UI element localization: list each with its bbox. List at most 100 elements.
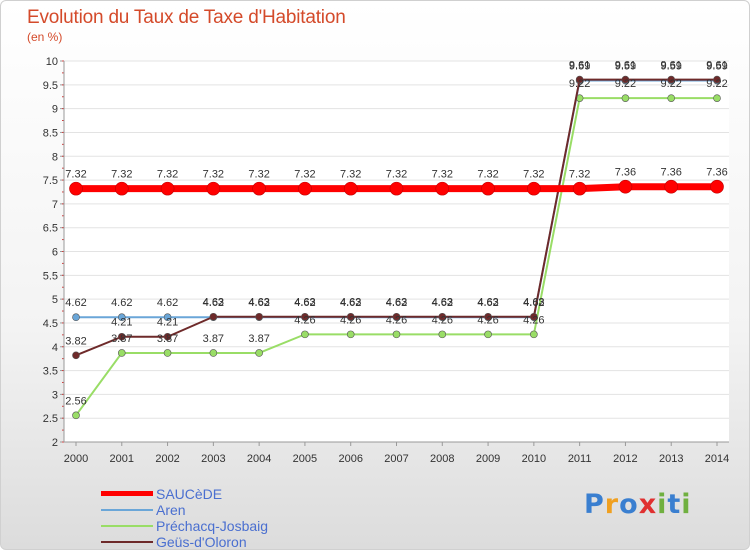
y-tick-label: 3.5	[43, 366, 58, 378]
data-label-aren: 9.59	[569, 61, 590, 73]
data-point-prechacq-josbaig	[667, 94, 676, 102]
y-tick-label: 2	[52, 437, 58, 449]
y-tick-label: 4.5	[43, 318, 58, 330]
x-tick-label: 2000	[64, 453, 88, 465]
x-tick-label: 2008	[430, 453, 454, 465]
data-label-geus-d-oloron: 9.61	[661, 60, 682, 72]
logo-letter: r	[604, 489, 620, 520]
data-label-saucede: 7.32	[386, 169, 407, 181]
data-label-geus-d-oloron: 4.63	[203, 297, 224, 309]
data-point-prechacq-josbaig	[163, 349, 172, 357]
y-tick-label: 3	[52, 389, 58, 401]
data-label-prechacq-josbaig: 3.87	[157, 333, 178, 345]
data-point-prechacq-josbaig	[484, 330, 492, 339]
legend-label-geus-doloron: Geüs-d'Oloron	[156, 534, 247, 550]
y-tick-label: 5	[52, 294, 58, 306]
data-point-geus-d-oloron	[438, 312, 447, 321]
legend-swatch-saucede	[101, 491, 153, 496]
data-label-geus-d-oloron: 9.61	[615, 60, 636, 72]
data-point-saucede	[343, 181, 358, 196]
data-label-geus-d-oloron: 9.61	[706, 60, 727, 72]
data-point-saucede	[69, 181, 83, 196]
data-label-aren: 4.62	[65, 297, 86, 309]
logo-letter: x	[638, 489, 658, 520]
data-label-prechacq-josbaig: 3.87	[248, 333, 269, 345]
data-point-prechacq-josbaig	[72, 411, 80, 420]
data-label-prechacq-josbaig: 3.87	[111, 333, 132, 345]
logo-letter: i	[657, 489, 668, 520]
data-label-aren: 9.59	[615, 61, 636, 73]
x-tick-label: 2009	[476, 453, 500, 465]
data-label-saucede: 7.32	[248, 169, 269, 181]
data-point-saucede	[252, 181, 266, 196]
data-label-prechacq-josbaig: 4.26	[432, 314, 453, 326]
data-label-prechacq-josbaig: 4.26	[340, 314, 361, 326]
data-point-prechacq-josbaig	[301, 330, 309, 339]
x-tick-label: 2004	[247, 453, 271, 465]
data-point-prechacq-josbaig	[713, 94, 721, 102]
x-tick-label: 2003	[201, 453, 225, 465]
data-point-aren	[72, 313, 80, 322]
data-label-saucede: 7.32	[203, 169, 224, 181]
data-point-prechacq-josbaig	[209, 349, 218, 357]
data-point-geus-d-oloron	[255, 312, 263, 321]
data-label-prechacq-josbaig: 9.22	[661, 78, 682, 90]
y-tick-label: 7.5	[43, 175, 58, 187]
x-tick-label: 2014	[705, 453, 729, 465]
data-label-aren: 4.62	[523, 297, 544, 309]
data-label-geus-d-oloron: 3.82	[65, 335, 86, 347]
data-point-saucede	[664, 179, 679, 194]
data-label-geus-d-oloron: 4.63	[248, 297, 269, 309]
y-tick-label: 9	[52, 104, 58, 116]
data-label-aren: 4.62	[203, 297, 224, 309]
data-label-saucede: 7.32	[65, 169, 86, 181]
data-point-geus-d-oloron	[346, 312, 355, 321]
logo-letter: t	[667, 489, 682, 520]
data-point-geus-d-oloron	[575, 75, 584, 84]
data-point-geus-d-oloron	[530, 312, 538, 321]
data-label-geus-d-oloron: 4.63	[386, 297, 407, 309]
logo-letter: P	[584, 489, 605, 520]
y-tick-label: 7	[52, 199, 58, 211]
y-tick-label: 8.5	[43, 127, 58, 139]
data-point-geus-d-oloron	[621, 75, 630, 84]
logo-letter: o	[619, 489, 639, 520]
data-label-aren: 4.62	[340, 297, 361, 309]
data-point-saucede	[298, 181, 312, 196]
legend-label-saucede: SAUCèDE	[156, 486, 223, 502]
x-tick-label: 2013	[659, 453, 683, 465]
proxiti-logo: Proxiti	[584, 489, 692, 520]
data-point-geus-d-oloron	[392, 312, 401, 321]
data-point-saucede	[389, 181, 404, 196]
x-tick-label: 2002	[155, 453, 179, 465]
data-label-prechacq-josbaig: 4.26	[477, 314, 498, 326]
data-point-geus-d-oloron	[117, 332, 126, 341]
data-label-aren: 4.62	[157, 297, 178, 309]
data-point-saucede	[206, 181, 221, 196]
data-point-prechacq-josbaig	[530, 330, 538, 339]
data-point-geus-d-oloron	[667, 75, 676, 84]
data-label-saucede: 7.32	[432, 169, 453, 181]
data-point-geus-d-oloron	[484, 312, 492, 321]
data-label-aren: 9.59	[706, 61, 727, 73]
data-label-saucede: 7.36	[706, 167, 727, 179]
data-label-prechacq-josbaig: 4.26	[386, 314, 407, 326]
data-point-geus-d-oloron	[209, 312, 218, 321]
y-tick-label: 9.5	[43, 80, 58, 92]
data-point-geus-d-oloron	[301, 312, 309, 321]
data-point-geus-d-oloron	[163, 332, 172, 341]
data-point-saucede	[710, 179, 724, 194]
x-tick-label: 2011	[568, 453, 592, 465]
data-label-saucede: 7.36	[661, 167, 682, 179]
data-label-aren: 4.62	[294, 297, 315, 309]
data-point-prechacq-josbaig	[255, 349, 263, 357]
data-label-aren: 9.59	[661, 61, 682, 73]
data-label-saucede: 7.32	[523, 169, 544, 181]
legend-swatch-aren	[101, 509, 153, 511]
y-tick-label: 6.5	[43, 223, 58, 235]
y-tick-label: 4	[52, 342, 58, 354]
data-label-prechacq-josbaig: 9.22	[569, 78, 590, 90]
data-point-saucede	[527, 181, 541, 196]
